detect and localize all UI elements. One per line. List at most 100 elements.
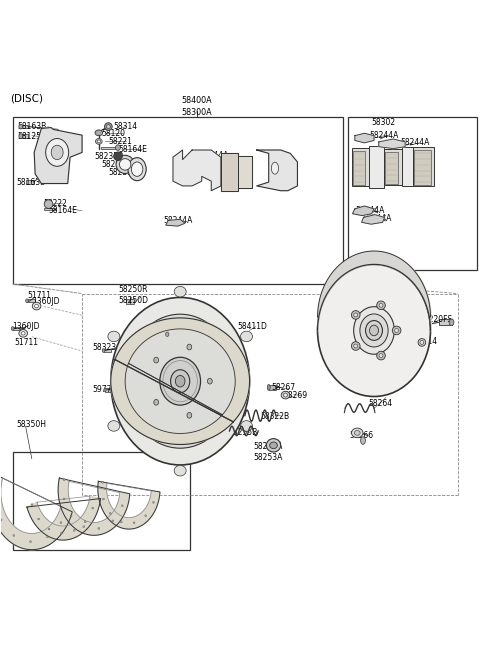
Text: 58314: 58314 [113, 122, 137, 131]
Bar [353, 152, 365, 185]
Ellipse shape [128, 158, 146, 181]
Ellipse shape [354, 306, 395, 355]
Text: 58322B: 58322B [260, 412, 289, 420]
Text: 58255B: 58255B [228, 428, 257, 437]
Text: 58244A: 58244A [355, 206, 384, 215]
Ellipse shape [32, 302, 41, 310]
Polygon shape [34, 128, 82, 183]
Text: 58254A
58253A: 58254A 58253A [253, 442, 283, 462]
Text: 51711: 51711 [27, 291, 51, 300]
Ellipse shape [112, 520, 114, 522]
Ellipse shape [114, 152, 122, 161]
Text: 58120: 58120 [101, 129, 125, 138]
Ellipse shape [102, 349, 105, 353]
Text: 51711: 51711 [14, 339, 38, 347]
Ellipse shape [281, 391, 290, 399]
Ellipse shape [354, 430, 360, 436]
Ellipse shape [271, 162, 278, 174]
Ellipse shape [46, 138, 69, 166]
Bar [44, 208, 56, 210]
Bar [352, 148, 369, 186]
Ellipse shape [240, 420, 252, 431]
Ellipse shape [108, 420, 120, 431]
Text: 1360JD: 1360JD [32, 297, 60, 306]
Text: 58244A: 58244A [362, 214, 391, 223]
Text: 58163B: 58163B [16, 177, 45, 186]
Bar [12, 451, 190, 550]
Ellipse shape [35, 304, 38, 308]
Text: 58411D: 58411D [238, 322, 267, 331]
Text: 58302: 58302 [372, 118, 396, 127]
Ellipse shape [19, 330, 27, 337]
Text: 58244A: 58244A [199, 152, 228, 160]
Text: 1220FS: 1220FS [424, 315, 452, 324]
Ellipse shape [21, 331, 25, 335]
Ellipse shape [351, 428, 363, 438]
Bar [369, 146, 384, 188]
Ellipse shape [166, 332, 169, 337]
Ellipse shape [31, 503, 33, 505]
Text: 58244A: 58244A [400, 138, 430, 148]
Ellipse shape [95, 130, 103, 136]
Ellipse shape [360, 437, 365, 444]
Ellipse shape [0, 519, 2, 521]
Ellipse shape [174, 287, 186, 297]
Polygon shape [166, 219, 185, 226]
Polygon shape [27, 496, 101, 540]
Ellipse shape [154, 357, 158, 363]
Ellipse shape [96, 138, 102, 144]
Polygon shape [355, 133, 374, 143]
Ellipse shape [108, 331, 120, 342]
Polygon shape [0, 473, 72, 550]
Polygon shape [238, 156, 252, 188]
Ellipse shape [266, 439, 281, 452]
Bar [26, 180, 34, 183]
Text: 58244A: 58244A [163, 216, 193, 225]
Ellipse shape [37, 518, 39, 520]
Ellipse shape [116, 156, 134, 173]
Bar [439, 320, 452, 325]
Text: 59775: 59775 [93, 386, 117, 394]
Text: 58400A
58300A: 58400A 58300A [181, 96, 212, 117]
Ellipse shape [379, 354, 383, 357]
Ellipse shape [418, 339, 426, 346]
Polygon shape [111, 360, 233, 444]
Bar [21, 134, 28, 138]
Text: 58323: 58323 [93, 343, 117, 352]
Ellipse shape [30, 540, 32, 542]
Text: 58232: 58232 [101, 160, 125, 169]
Ellipse shape [187, 413, 192, 418]
Bar [384, 148, 402, 185]
Polygon shape [58, 478, 130, 535]
Ellipse shape [351, 310, 360, 319]
Ellipse shape [377, 301, 385, 310]
Bar [167, 332, 175, 335]
Ellipse shape [145, 515, 147, 517]
Ellipse shape [103, 498, 105, 500]
Ellipse shape [111, 297, 250, 465]
Ellipse shape [60, 532, 62, 534]
Ellipse shape [377, 351, 385, 360]
Ellipse shape [132, 162, 143, 177]
Ellipse shape [379, 303, 383, 307]
Text: 58252A
58251A: 58252A 58251A [161, 318, 190, 338]
Ellipse shape [395, 329, 398, 332]
Ellipse shape [48, 528, 50, 530]
Ellipse shape [19, 124, 23, 129]
Ellipse shape [116, 145, 120, 150]
Ellipse shape [19, 134, 23, 138]
Text: 58125: 58125 [17, 132, 41, 141]
Polygon shape [352, 206, 374, 215]
Ellipse shape [318, 264, 431, 397]
Ellipse shape [13, 534, 15, 536]
Text: 58244A: 58244A [369, 131, 398, 140]
Ellipse shape [283, 393, 288, 397]
Ellipse shape [104, 388, 106, 391]
Ellipse shape [354, 344, 358, 348]
Ellipse shape [125, 314, 236, 448]
Ellipse shape [73, 529, 75, 531]
Ellipse shape [121, 505, 123, 507]
Ellipse shape [270, 442, 277, 449]
Text: 58414: 58414 [413, 337, 437, 347]
Text: 58235B: 58235B [94, 152, 123, 161]
